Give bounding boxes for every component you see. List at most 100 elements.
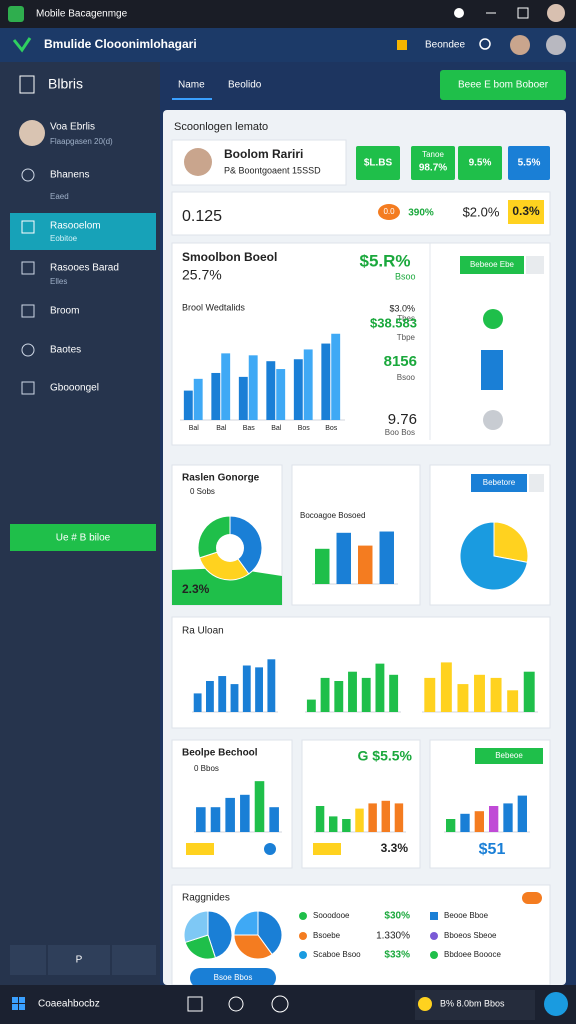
bar bbox=[221, 353, 231, 420]
legend-label: Bbdoee Boooce bbox=[444, 950, 501, 959]
decor bbox=[415, 990, 535, 1020]
bar bbox=[211, 372, 221, 420]
decor bbox=[112, 945, 156, 975]
stat-button[interactable]: 98.7% bbox=[419, 163, 447, 174]
bar bbox=[276, 369, 286, 420]
decor bbox=[21, 261, 35, 275]
decor bbox=[458, 146, 502, 180]
bar bbox=[440, 662, 452, 712]
bar bbox=[348, 671, 357, 712]
app-title: Bmulide Clooonimlohagari bbox=[44, 37, 197, 51]
decor bbox=[299, 932, 307, 940]
card-value: 3.3% bbox=[381, 841, 409, 855]
bar bbox=[230, 684, 239, 712]
decor bbox=[12, 1004, 18, 1010]
card-button[interactable]: Bsoe Bbos bbox=[214, 973, 253, 982]
card-button[interactable]: Bebeoe bbox=[495, 751, 523, 760]
x-tick-label: Bal bbox=[216, 425, 227, 432]
nav-item[interactable]: Bhanens bbox=[50, 170, 89, 181]
bar bbox=[342, 819, 351, 832]
bar bbox=[361, 677, 371, 712]
decor bbox=[430, 912, 438, 920]
bar bbox=[328, 816, 338, 832]
stat-button[interactable]: 5.5% bbox=[518, 158, 541, 169]
decor bbox=[172, 98, 212, 100]
bar bbox=[424, 677, 436, 712]
bar bbox=[238, 376, 248, 420]
bar bbox=[193, 693, 202, 712]
pie-slice bbox=[459, 521, 528, 591]
bar bbox=[336, 532, 351, 584]
bar bbox=[196, 807, 206, 832]
pie-slice bbox=[229, 515, 263, 575]
card-value: G $5.5% bbox=[358, 748, 413, 764]
legend-label: Beooe Bboe bbox=[444, 911, 489, 920]
sidebar-button[interactable]: Ue # B biloe bbox=[56, 533, 111, 544]
bar bbox=[266, 361, 276, 420]
bar bbox=[331, 333, 341, 420]
stat-button[interactable]: $L.BS bbox=[364, 158, 393, 169]
decor bbox=[378, 204, 400, 220]
stat-button[interactable]: 9.5% bbox=[469, 158, 492, 169]
nav-item[interactable]: Broom bbox=[50, 306, 79, 317]
legend-value: $30% bbox=[384, 911, 410, 922]
decor bbox=[418, 997, 432, 1011]
sidebar-footer[interactable]: P bbox=[76, 955, 83, 966]
bar bbox=[210, 807, 221, 832]
tab[interactable]: Beolido bbox=[228, 80, 262, 91]
top-button[interactable]: Beee E bom Boboer bbox=[458, 80, 549, 91]
bar bbox=[206, 681, 214, 712]
summary-value: $2.0% bbox=[463, 204, 500, 219]
card-button[interactable]: Bebeoe Ebe bbox=[470, 260, 515, 269]
card-title: Ra Uloan bbox=[182, 626, 224, 637]
nav-item[interactable]: Baotes bbox=[50, 345, 81, 356]
nav-item[interactable]: Gbooongel bbox=[50, 383, 99, 394]
decor bbox=[10, 945, 46, 975]
bar bbox=[306, 699, 316, 712]
nav-item[interactable]: Rasooelom bbox=[50, 221, 101, 232]
decor bbox=[172, 568, 282, 605]
bar bbox=[248, 355, 258, 420]
decor bbox=[510, 35, 530, 55]
bar bbox=[375, 663, 385, 712]
side-label: $3.0% bbox=[389, 303, 415, 313]
header-button[interactable]: Beondee bbox=[425, 40, 465, 51]
bar bbox=[255, 667, 263, 712]
card-title: Smoolbon Boeol bbox=[182, 250, 277, 264]
decor bbox=[430, 951, 438, 959]
pie-slice bbox=[207, 910, 233, 959]
bar bbox=[523, 671, 535, 712]
tab[interactable]: Name bbox=[178, 80, 205, 91]
bar bbox=[293, 359, 303, 420]
stat-caption: Tanoe bbox=[422, 150, 444, 159]
decor bbox=[440, 70, 566, 100]
bar bbox=[489, 806, 499, 832]
side-label: 9.76 bbox=[388, 411, 417, 428]
decor bbox=[19, 1004, 25, 1010]
decor bbox=[454, 8, 464, 18]
card-title: Raggnides bbox=[182, 893, 230, 904]
summary-value: 390% bbox=[408, 208, 434, 219]
decor bbox=[291, 464, 421, 606]
bar bbox=[517, 795, 527, 832]
summary-value: 0.125 bbox=[182, 208, 222, 225]
card-button[interactable]: Bebetore bbox=[483, 478, 516, 487]
bar bbox=[507, 690, 519, 712]
bar bbox=[254, 781, 265, 832]
nav-item[interactable]: Rasooes Barad bbox=[50, 263, 119, 274]
decor bbox=[186, 843, 214, 855]
decor bbox=[190, 968, 276, 988]
taskbar-search[interactable]: Coaeahbocbz bbox=[38, 999, 100, 1010]
bar bbox=[355, 808, 364, 832]
decor bbox=[522, 892, 542, 904]
decor bbox=[544, 992, 568, 1016]
x-tick-label: Bal bbox=[189, 425, 200, 432]
decor bbox=[264, 843, 276, 855]
profile-name: Boolom Rariri bbox=[224, 147, 303, 161]
chart-title: Bocoagoe Bosoed bbox=[300, 511, 365, 520]
decor bbox=[471, 474, 527, 492]
decor bbox=[271, 995, 289, 1013]
pie-slice bbox=[233, 910, 259, 936]
decor bbox=[397, 40, 407, 50]
